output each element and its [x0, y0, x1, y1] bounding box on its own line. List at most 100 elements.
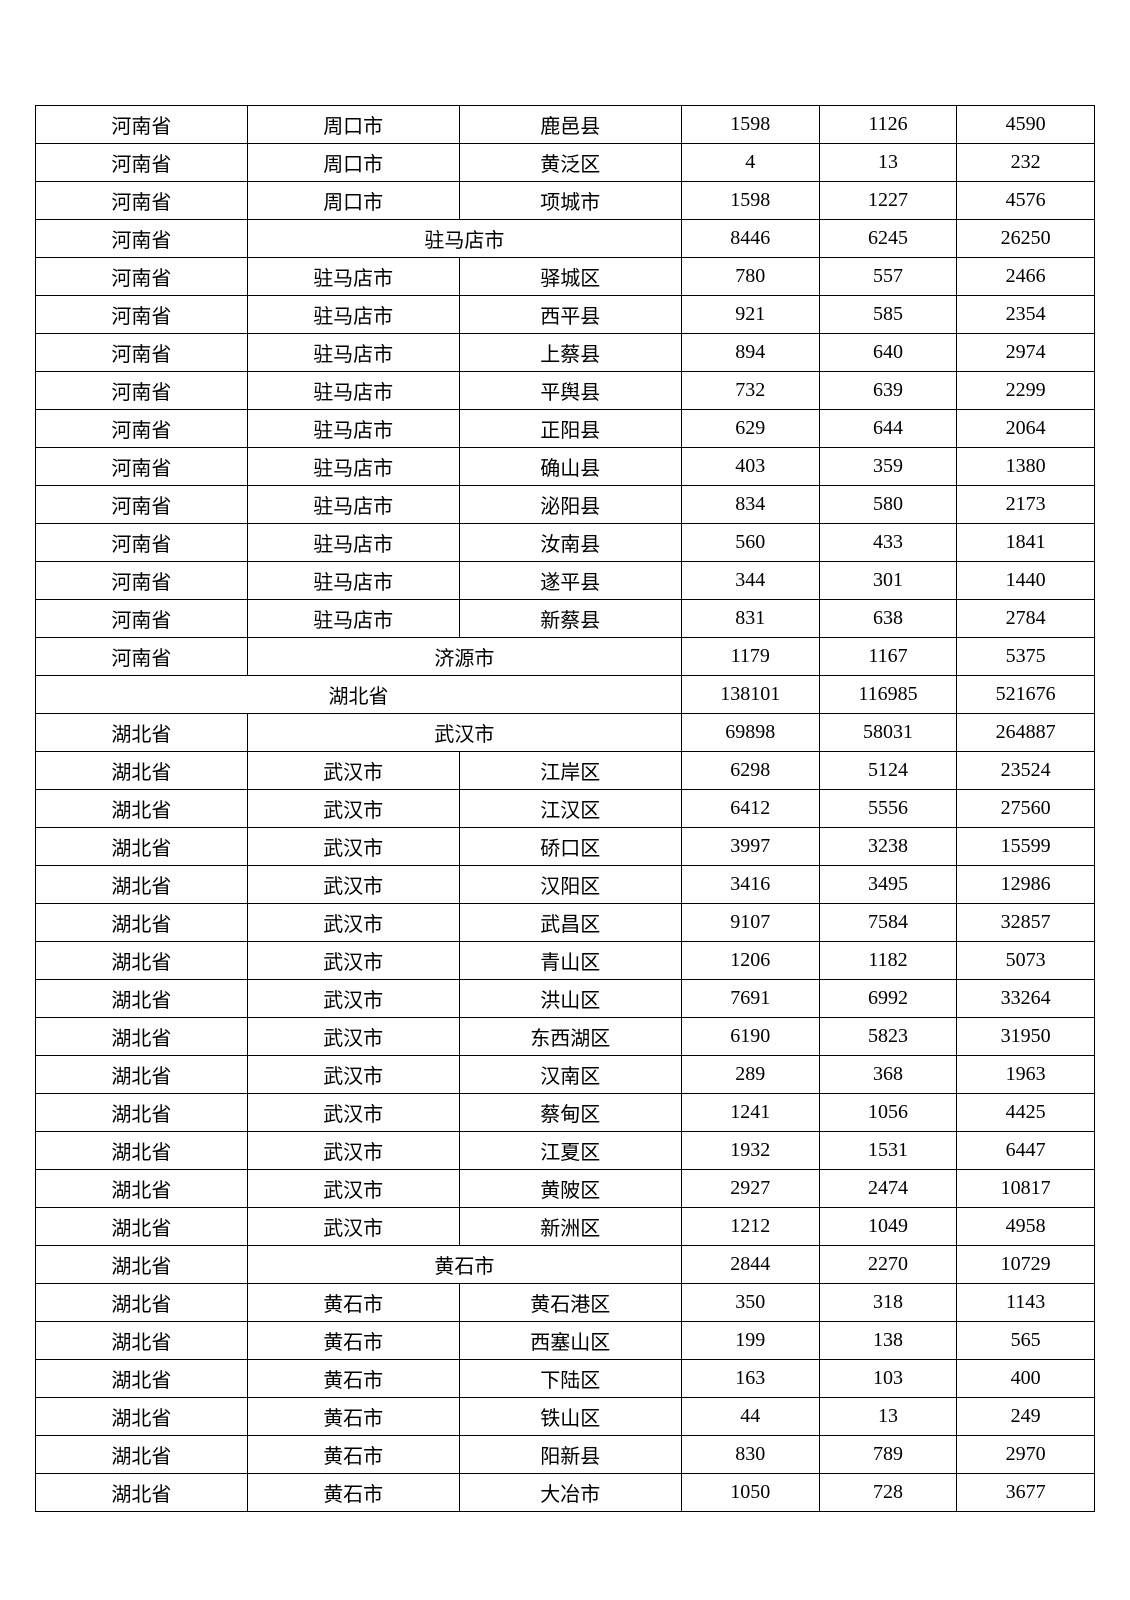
- value-cell-v1: 138101: [681, 676, 819, 714]
- value-cell-v1: 69898: [681, 714, 819, 752]
- value-cell-v2: 728: [819, 1474, 957, 1512]
- city-cell: 周口市: [247, 106, 459, 144]
- district-cell: 遂平县: [459, 562, 681, 600]
- table-body: 河南省周口市鹿邑县159811264590河南省周口市黄泛区413232河南省周…: [36, 106, 1095, 1512]
- district-cell: 项城市: [459, 182, 681, 220]
- value-cell-v1: 163: [681, 1360, 819, 1398]
- table-row: 湖北省武汉市洪山区7691699233264: [36, 980, 1095, 1018]
- value-cell-v3: 1963: [957, 1056, 1095, 1094]
- table-row: 湖北省黄石市大冶市10507283677: [36, 1474, 1095, 1512]
- table-row: 河南省驻马店市西平县9215852354: [36, 296, 1095, 334]
- province-cell: 湖北省: [36, 1474, 248, 1512]
- district-cell: 西平县: [459, 296, 681, 334]
- value-cell-v2: 639: [819, 372, 957, 410]
- district-cell: 驿城区: [459, 258, 681, 296]
- value-cell-v1: 732: [681, 372, 819, 410]
- city-cell: 黄石市: [247, 1436, 459, 1474]
- value-cell-v3: 31950: [957, 1018, 1095, 1056]
- table-row: 河南省驻马店市平舆县7326392299: [36, 372, 1095, 410]
- table-row: 湖北省武汉市6989858031264887: [36, 714, 1095, 752]
- value-cell-v3: 10729: [957, 1246, 1095, 1284]
- province-cell: 湖北省: [36, 866, 248, 904]
- value-cell-v1: 7691: [681, 980, 819, 1018]
- value-cell-v2: 7584: [819, 904, 957, 942]
- province-cell: 湖北省: [36, 942, 248, 980]
- city-cell: 黄石市: [247, 1474, 459, 1512]
- value-cell-v2: 368: [819, 1056, 957, 1094]
- value-cell-v1: 199: [681, 1322, 819, 1360]
- city-cell: 驻马店市: [247, 220, 681, 258]
- district-cell: 江汉区: [459, 790, 681, 828]
- table-row: 河南省驻马店市上蔡县8946402974: [36, 334, 1095, 372]
- city-cell: 黄石市: [247, 1360, 459, 1398]
- city-cell: 武汉市: [247, 1170, 459, 1208]
- province-cell: 湖北省: [36, 1056, 248, 1094]
- value-cell-v3: 5073: [957, 942, 1095, 980]
- value-cell-v1: 1598: [681, 106, 819, 144]
- value-cell-v1: 6412: [681, 790, 819, 828]
- value-cell-v2: 13: [819, 1398, 957, 1436]
- value-cell-v1: 831: [681, 600, 819, 638]
- table-row: 河南省周口市项城市159812274576: [36, 182, 1095, 220]
- value-cell-v2: 1167: [819, 638, 957, 676]
- value-cell-v3: 2974: [957, 334, 1095, 372]
- city-cell: 武汉市: [247, 790, 459, 828]
- value-cell-v3: 2173: [957, 486, 1095, 524]
- value-cell-v2: 5556: [819, 790, 957, 828]
- city-cell: 驻马店市: [247, 410, 459, 448]
- district-cell: 汝南县: [459, 524, 681, 562]
- value-cell-v2: 3495: [819, 866, 957, 904]
- province-cell: 河南省: [36, 296, 248, 334]
- value-cell-v1: 780: [681, 258, 819, 296]
- table-row: 湖北省黄石市铁山区4413249: [36, 1398, 1095, 1436]
- city-cell: 武汉市: [247, 1208, 459, 1246]
- value-cell-v1: 6190: [681, 1018, 819, 1056]
- value-cell-v2: 585: [819, 296, 957, 334]
- province-cell: 河南省: [36, 562, 248, 600]
- value-cell-v1: 894: [681, 334, 819, 372]
- table-row: 湖北省武汉市江岸区6298512423524: [36, 752, 1095, 790]
- district-cell: 新蔡县: [459, 600, 681, 638]
- value-cell-v2: 789: [819, 1436, 957, 1474]
- province-cell: 河南省: [36, 486, 248, 524]
- province-cell: 湖北省: [36, 676, 682, 714]
- value-cell-v2: 138: [819, 1322, 957, 1360]
- province-cell: 湖北省: [36, 828, 248, 866]
- value-cell-v3: 4590: [957, 106, 1095, 144]
- value-cell-v2: 638: [819, 600, 957, 638]
- value-cell-v2: 116985: [819, 676, 957, 714]
- value-cell-v3: 400: [957, 1360, 1095, 1398]
- value-cell-v3: 1143: [957, 1284, 1095, 1322]
- city-cell: 驻马店市: [247, 448, 459, 486]
- province-cell: 河南省: [36, 144, 248, 182]
- value-cell-v2: 1182: [819, 942, 957, 980]
- table-row: 湖北省武汉市新洲区121210494958: [36, 1208, 1095, 1246]
- table-row: 湖北省武汉市汉南区2893681963: [36, 1056, 1095, 1094]
- province-cell: 湖北省: [36, 980, 248, 1018]
- value-cell-v1: 2927: [681, 1170, 819, 1208]
- province-cell: 湖北省: [36, 714, 248, 752]
- table-row: 湖北省武汉市汉阳区3416349512986: [36, 866, 1095, 904]
- province-cell: 河南省: [36, 600, 248, 638]
- province-cell: 湖北省: [36, 1284, 248, 1322]
- province-cell: 河南省: [36, 524, 248, 562]
- value-cell-v1: 629: [681, 410, 819, 448]
- value-cell-v1: 1212: [681, 1208, 819, 1246]
- value-cell-v1: 403: [681, 448, 819, 486]
- table-row: 河南省驻马店市正阳县6296442064: [36, 410, 1095, 448]
- value-cell-v3: 2466: [957, 258, 1095, 296]
- district-cell: 正阳县: [459, 410, 681, 448]
- value-cell-v1: 9107: [681, 904, 819, 942]
- value-cell-v3: 26250: [957, 220, 1095, 258]
- value-cell-v3: 15599: [957, 828, 1095, 866]
- value-cell-v3: 32857: [957, 904, 1095, 942]
- table-row: 河南省驻马店市泌阳县8345802173: [36, 486, 1095, 524]
- value-cell-v2: 13: [819, 144, 957, 182]
- value-cell-v1: 3416: [681, 866, 819, 904]
- district-cell: 东西湖区: [459, 1018, 681, 1056]
- city-cell: 武汉市: [247, 752, 459, 790]
- table-row: 河南省驻马店市遂平县3443011440: [36, 562, 1095, 600]
- province-cell: 河南省: [36, 106, 248, 144]
- district-cell: 铁山区: [459, 1398, 681, 1436]
- value-cell-v3: 2064: [957, 410, 1095, 448]
